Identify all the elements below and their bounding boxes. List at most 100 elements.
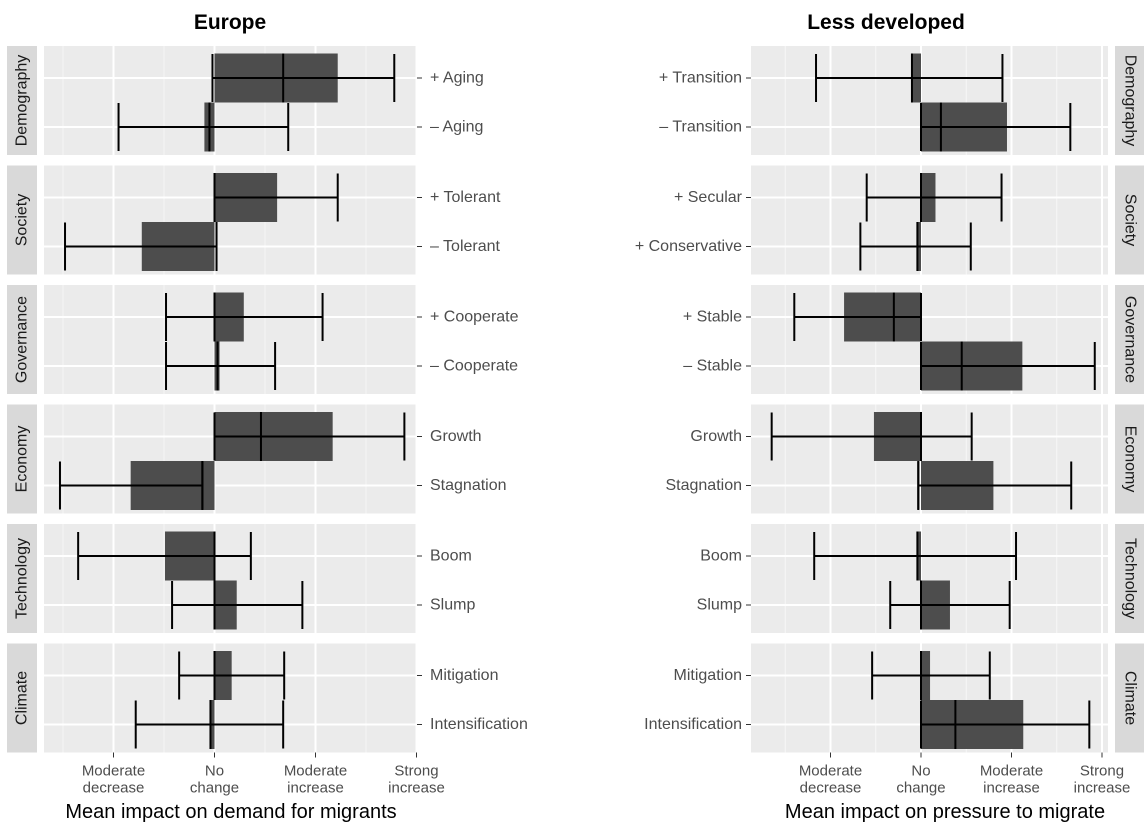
category-row: + Stable (683, 292, 922, 342)
facet-strip-label: Technology (1122, 538, 1139, 619)
category-label: Stagnation (430, 477, 507, 494)
category-label: + Stable (683, 309, 742, 326)
facet-strip-label: Society (1122, 194, 1139, 246)
category-row: + Cooperate (165, 292, 519, 342)
category-label: + Aging (430, 70, 484, 87)
x-tick-label: increase (983, 780, 1040, 797)
panel-title: Less developed (807, 11, 965, 34)
category-row: Boom (700, 531, 1018, 581)
category-label: – Cooperate (430, 358, 518, 375)
facet-demography: Demography + Aging – Aging (7, 46, 484, 155)
category-row: – Aging (117, 102, 483, 152)
facet-economy: Economy Growth Stagnation (7, 404, 507, 514)
category-label: + Cooperate (430, 309, 519, 326)
category-row: Mitigation (674, 651, 991, 700)
category-label: + Secular (674, 189, 743, 206)
facet-strip (1115, 404, 1144, 514)
x-tick-label: Moderate (799, 763, 862, 780)
category-label: Mitigation (430, 667, 498, 684)
x-tick-label: increase (287, 780, 344, 797)
facet-strip-label: Demography (14, 55, 31, 147)
x-tick-label: increase (388, 780, 445, 797)
facet-strip-label: Climate (1122, 671, 1139, 725)
facet-strip (1115, 46, 1144, 155)
category-label: Growth (690, 428, 742, 445)
facet-strip (7, 285, 37, 394)
facet-strip (1115, 643, 1144, 753)
category-label: + Transition (659, 70, 742, 87)
category-row: – Cooperate (165, 341, 518, 391)
x-axis-title: Mean impact on pressure to migrate (785, 801, 1105, 823)
category-label: Intensification (644, 716, 742, 733)
category-row: Intensification (644, 700, 1091, 749)
x-tick-label: Moderate (284, 763, 347, 780)
category-row: Slump (171, 580, 475, 630)
facet-strip (7, 165, 37, 275)
facet-strip (1115, 524, 1144, 633)
category-label: Mitigation (674, 667, 742, 684)
x-tick-label: change (896, 780, 945, 797)
facet-technology: Technology Boom Slump (697, 524, 1144, 633)
category-row: Mitigation (178, 651, 498, 700)
facet-strip (7, 643, 37, 753)
category-row: + Secular (674, 173, 1003, 222)
facet-climate: Climate Mitigation Intensification (644, 643, 1144, 753)
category-row: – Stable (683, 341, 1096, 391)
facet-governance: Governance + Stable – Stable (683, 285, 1144, 394)
x-tick-label: decrease (800, 780, 862, 797)
x-tick-label: Moderate (82, 763, 145, 780)
facet-society: Society + Tolerant – Tolerant (7, 165, 501, 275)
category-row: + Tolerant (213, 173, 501, 222)
europe-panel: Europe Demography + Aging – Aging Society + T… (7, 11, 528, 823)
facet-strip-label: Demography (1122, 55, 1139, 147)
category-row: Stagnation (665, 461, 1073, 510)
x-tick-label: Strong (1080, 763, 1124, 780)
category-row: Boom (77, 531, 472, 581)
category-label: – Transition (659, 119, 742, 136)
facet-strip (1115, 285, 1144, 394)
category-row: Growth (690, 412, 973, 461)
category-label: Boom (430, 548, 472, 565)
x-tick-label: Strong (394, 763, 438, 780)
facet-strip-label: Society (14, 194, 31, 246)
facet-governance: Governance + Cooperate – Cooperate (7, 285, 519, 394)
category-label: Boom (700, 548, 742, 565)
category-label: Slump (697, 597, 742, 614)
facet-strip (7, 524, 37, 633)
facet-strip (7, 46, 37, 155)
category-row: Stagnation (58, 461, 507, 510)
x-tick-label: No (205, 763, 224, 780)
category-row: Slump (697, 580, 1011, 630)
category-row: – Tolerant (64, 222, 501, 271)
x-tick-label: Moderate (980, 763, 1043, 780)
panel-title: Europe (194, 11, 266, 34)
category-row: + Conservative (635, 222, 972, 271)
facet-society: Society + Secular + Conservative (635, 165, 1144, 275)
facet-demography: Demography + Transition – Transition (659, 46, 1144, 155)
facet-technology: Technology Boom Slump (7, 524, 475, 633)
facet-strip-label: Economy (1122, 426, 1139, 493)
facet-strip-label: Governance (1122, 296, 1139, 383)
category-label: + Conservative (635, 238, 742, 255)
category-label: Stagnation (665, 477, 742, 494)
less-developed-panel: Less developed Demography + Transition – Tr… (635, 11, 1144, 823)
category-row: + Aging (211, 53, 484, 103)
facet-strip (7, 404, 37, 514)
category-label: Slump (430, 597, 475, 614)
category-label: Intensification (430, 716, 528, 733)
facet-strip-label: Technology (14, 538, 31, 619)
facet-strip-label: Governance (14, 296, 31, 383)
facet-economy: Economy Growth Stagnation (665, 404, 1144, 514)
x-tick-label: No (911, 763, 930, 780)
category-label: Growth (430, 428, 482, 445)
x-axis-title: Mean impact on demand for migrants (65, 801, 396, 823)
category-row: – Transition (659, 102, 1072, 152)
x-tick-label: change (190, 780, 239, 797)
category-label: – Tolerant (430, 238, 501, 255)
facet-climate: Climate Mitigation Intensification (7, 643, 528, 753)
facet-strip (1115, 165, 1144, 275)
category-label: + Tolerant (430, 189, 501, 206)
category-label: – Aging (430, 119, 483, 136)
category-label: – Stable (683, 358, 742, 375)
